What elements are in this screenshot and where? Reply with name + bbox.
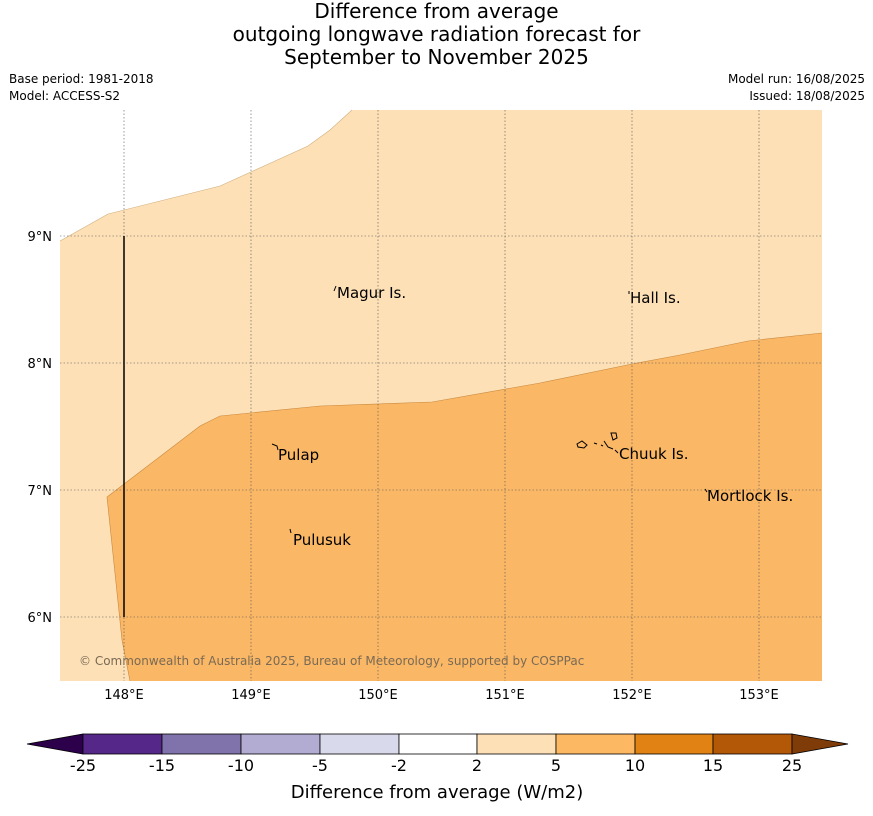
lat-labels: 9°N 8°N 7°N 6°N (28, 230, 53, 626)
contour-2 (59, 109, 353, 242)
colorbar-min-extend (26, 733, 84, 755)
issued-date: Issued: 18/08/2025 (749, 89, 865, 103)
lon-label-148e: 148°E (104, 688, 144, 703)
label-chuuk: Chuuk Is. (619, 445, 688, 463)
colorbar-tick: 15 (703, 756, 723, 775)
label-pulusuk: Pulusuk (293, 531, 351, 549)
colorbar-tick: 5 (551, 756, 561, 775)
title-line-3: September to November 2025 (284, 45, 589, 69)
region-5-10 (107, 333, 822, 681)
colorbar-tick: -25 (70, 756, 96, 775)
colorbar-segment (319, 733, 400, 755)
label-magur: Magur Is. (337, 284, 406, 302)
colorbar-segment (398, 733, 478, 755)
model-name: Model: ACCESS-S2 (9, 89, 121, 103)
lat-label-6n: 6°N (28, 611, 53, 626)
colorbar-tick: -10 (228, 756, 254, 775)
label-pulap: Pulap (278, 446, 319, 464)
colorbar-label: Difference from average (W/m2) (291, 782, 583, 803)
map-panel: Magur Is. Hall Is. Pulap Chuuk Is. Mortl… (59, 109, 823, 682)
place-labels: Magur Is. Hall Is. Pulap Chuuk Is. Mortl… (278, 284, 793, 549)
gridlines (60, 110, 822, 681)
colorbar-tick: -5 (312, 756, 328, 775)
title-line-1: Difference from average (314, 0, 559, 23)
lat-label-8n: 8°N (28, 357, 53, 372)
label-mortlock: Mortlock Is. (707, 487, 793, 505)
model-run: Model run: 16/08/2025 (727, 72, 865, 86)
island-magur (333, 285, 337, 292)
lat-label-7n: 7°N (28, 484, 53, 499)
lon-label-153e: 153°E (739, 688, 779, 703)
region-neutral (60, 110, 352, 241)
label-hall: Hall Is. (630, 289, 681, 307)
colorbar-segment (712, 733, 793, 755)
island-shapes (271, 285, 708, 534)
lat-label-9n: 9°N (28, 230, 53, 245)
colorbar-tick: 10 (625, 756, 645, 775)
colorbar-tick: 2 (472, 756, 482, 775)
lon-label-152e: 152°E (612, 688, 652, 703)
lon-label-150e: 150°E (358, 688, 398, 703)
colorbar-segment (82, 733, 163, 755)
colorbar-ticks: -25 -15 -10 -5 -2 2 5 10 15 25 (70, 756, 802, 775)
colorbar-segment (161, 733, 242, 755)
colorbar-tick: -15 (149, 756, 175, 775)
lon-labels: 148°E 149°E 150°E 151°E 152°E 153°E (104, 688, 779, 703)
contour-5 (106, 332, 823, 682)
island-pulap (271, 443, 279, 451)
colorbar-segment (634, 733, 714, 755)
island-mortlock (704, 488, 708, 493)
colorbar-tick: -2 (391, 756, 407, 775)
island-chuuk (576, 432, 619, 454)
colorbar-segment (476, 733, 557, 755)
colorbar-segment (240, 733, 321, 755)
lon-label-151e: 151°E (485, 688, 525, 703)
copyright-notice: © Commonwealth of Australia 2025, Bureau… (79, 654, 584, 668)
colorbar-max-extend (791, 733, 849, 755)
base-period: Base period: 1981-2018 (9, 72, 154, 86)
colorbar-segment (555, 733, 636, 755)
meta-left: Base period: 1981-2018 Model: ACCESS-S2 (9, 71, 154, 105)
island-pulusuk (289, 528, 292, 534)
colorbar: -25 -15 -10 -5 -2 2 5 10 15 25 Differenc… (26, 733, 849, 803)
chart-title: Difference from average outgoing longwav… (0, 0, 873, 69)
colorbar-tick: 25 (782, 756, 802, 775)
lon-label-149e: 149°E (231, 688, 271, 703)
meta-right: Model run: 16/08/2025 Issued: 18/08/2025 (728, 71, 865, 105)
title-line-2: outgoing longwave radiation forecast for (232, 22, 641, 46)
